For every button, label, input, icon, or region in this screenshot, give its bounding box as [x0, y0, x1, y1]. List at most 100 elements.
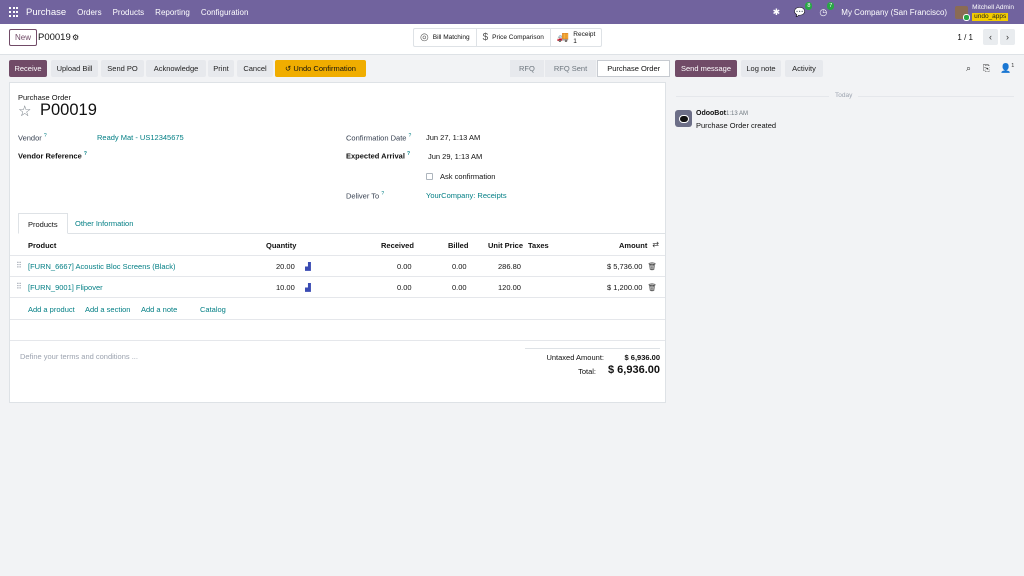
drag-handle-icon[interactable]: ⠿ — [16, 282, 22, 291]
price-comparison-label: Price Comparison — [492, 34, 544, 41]
ask-confirmation-label: Ask confirmation — [440, 172, 496, 181]
confirmation-date-label: Confirmation Date ? — [346, 133, 412, 143]
menu-configuration[interactable]: Configuration — [200, 7, 249, 17]
stage-rfq-sent[interactable]: RFQ Sent — [544, 60, 597, 77]
cancel-button[interactable]: Cancel — [237, 60, 273, 77]
ask-confirmation-checkbox[interactable] — [426, 173, 433, 180]
add-line-row: Add a product Add a section Add a note C… — [10, 298, 665, 320]
bill-matching-button[interactable]: ◎ Bill Matching — [414, 29, 477, 46]
control-panel: New P00019 ⚙ ◎ Bill Matching $ Price Com… — [0, 24, 1024, 55]
user-avatar[interactable] — [955, 5, 971, 21]
price-comparison-button[interactable]: $ Price Comparison — [477, 29, 551, 46]
table-row[interactable]: ⠿ [FURN_6667] Acoustic Bloc Screens (Bla… — [10, 256, 665, 277]
row-unit-price[interactable]: 286.80 — [498, 262, 521, 271]
totals-block: Untaxed Amount: $ 6,936.00 Total: $ 6,93… — [525, 348, 660, 376]
user-menu[interactable]: Mitchell Admin undo_apps — [972, 4, 1014, 21]
add-section-link[interactable]: Add a section — [85, 305, 131, 314]
menu-orders[interactable]: Orders — [77, 7, 102, 17]
acknowledge-button[interactable]: Acknowledge — [146, 60, 206, 77]
activity-button[interactable]: Activity — [785, 60, 823, 77]
add-note-link[interactable]: Add a note — [141, 305, 178, 314]
trash-icon[interactable]: 🗑 — [647, 283, 657, 292]
expected-arrival-field[interactable]: Jun 29, 1:13 AM — [428, 152, 483, 161]
col-taxes[interactable]: Taxes — [528, 241, 549, 250]
message-author[interactable]: OdooBot — [696, 110, 726, 117]
send-po-button[interactable]: Send PO — [101, 60, 144, 77]
receipt-button[interactable]: 🚚 Receipt 1 — [551, 29, 602, 46]
row-product[interactable]: [FURN_9001] Flipover — [28, 283, 103, 292]
undo-confirmation-button[interactable]: ↺ Undo Confirmation — [275, 60, 366, 77]
row-billed: 0.00 — [452, 283, 467, 292]
odoobot-avatar[interactable] — [675, 110, 692, 127]
receipt-count: 1 — [573, 37, 577, 45]
followers-count: 1 — [1011, 63, 1015, 69]
print-button[interactable]: Print — [208, 60, 234, 77]
col-billed[interactable]: Billed — [448, 241, 469, 250]
col-amount[interactable]: Amount — [619, 241, 648, 250]
row-unit-price[interactable]: 120.00 — [498, 283, 521, 292]
table-row[interactable]: ⠿ [FURN_9001] Flipover 10.00 ▟ 0.00 0.00… — [10, 277, 665, 298]
total-label: Total: — [578, 367, 596, 376]
help-icon: ? — [381, 191, 385, 197]
user-name: Mitchell Admin — [972, 3, 1014, 11]
app-brand[interactable]: Purchase — [26, 6, 67, 18]
optional-columns-icon[interactable]: ⇄ — [652, 240, 659, 249]
col-product[interactable]: Product — [28, 241, 57, 250]
row-product[interactable]: [FURN_6667] Acoustic Bloc Screens (Black… — [28, 262, 176, 271]
forecast-chart-icon[interactable]: ▟ — [305, 283, 311, 292]
help-icon: ? — [43, 133, 47, 139]
bug-icon[interactable]: ✱ — [772, 6, 781, 17]
vendor-field[interactable]: Ready Mat - US12345675 — [97, 133, 184, 142]
upload-bill-button[interactable]: Upload Bill — [51, 60, 98, 77]
breadcrumb-record: P00019 — [38, 32, 71, 43]
stage-rfq[interactable]: RFQ — [510, 60, 544, 77]
new-button[interactable]: New — [9, 29, 38, 46]
pager-value[interactable]: 1 / 1 — [957, 32, 973, 42]
date-separator: Today — [829, 92, 859, 99]
catalog-link[interactable]: Catalog — [200, 305, 226, 314]
log-note-button[interactable]: Log note — [741, 60, 781, 77]
help-icon: ? — [408, 133, 412, 139]
help-icon: ? — [407, 151, 411, 157]
menu-reporting[interactable]: Reporting — [155, 7, 190, 17]
message-time: 1:13 AM — [726, 111, 749, 117]
search-icon[interactable]: ⌕ — [966, 63, 972, 73]
form-sheet: Purchase Order ☆ P00019 Vendor ? Ready M… — [9, 82, 666, 403]
add-product-link[interactable]: Add a product — [28, 305, 75, 314]
deliver-to-field[interactable]: YourCompany: Receipts — [426, 191, 507, 200]
forecast-chart-icon[interactable]: ▟ — [305, 262, 311, 271]
col-unit-price[interactable]: Unit Price — [488, 241, 524, 250]
smart-buttons: ◎ Bill Matching $ Price Comparison 🚚 Rec… — [413, 28, 603, 47]
chevron-left-icon[interactable]: ‹ — [983, 29, 998, 45]
tab-other-information[interactable]: Other Information — [75, 219, 134, 228]
apps-menu-icon[interactable] — [9, 7, 19, 17]
row-quantity[interactable]: 20.00 — [276, 262, 295, 271]
top-navbar: Purchase Orders Products Reporting Confi… — [0, 0, 1024, 24]
company-switcher[interactable]: My Company (San Francisco) — [841, 7, 948, 17]
messaging-icon[interactable]: 💬 8 — [794, 1, 813, 17]
terms-conditions-field[interactable]: Define your terms and conditions ... — [20, 352, 138, 361]
followers-icon[interactable]: 👤1 — [1000, 63, 1015, 73]
gear-icon[interactable]: ⚙ — [72, 33, 80, 42]
paperclip-icon[interactable]: ⎘ — [983, 63, 991, 73]
messages-badge: 8 — [805, 1, 813, 10]
confirmation-date-field[interactable]: Jun 27, 1:13 AM — [426, 133, 481, 142]
receive-button[interactable]: Receive — [9, 60, 47, 77]
tab-products[interactable]: Products — [18, 213, 68, 234]
activity-clock-icon[interactable]: ◷ 7 — [819, 1, 835, 17]
chevron-right-icon[interactable]: › — [1000, 29, 1015, 45]
receipt-label: Receipt — [573, 30, 596, 38]
empty-row — [10, 320, 665, 341]
row-quantity[interactable]: 10.00 — [276, 283, 295, 292]
star-icon[interactable]: ☆ — [18, 103, 32, 120]
row-billed: 0.00 — [452, 262, 467, 271]
menu-products[interactable]: Products — [112, 7, 145, 17]
deliver-to-label: Deliver To ? — [346, 191, 385, 201]
send-message-button[interactable]: Send message — [675, 60, 737, 77]
col-received[interactable]: Received — [381, 241, 414, 250]
drag-handle-icon[interactable]: ⠿ — [16, 261, 22, 270]
status-stages: RFQ RFQ Sent Purchase Order — [510, 60, 671, 77]
col-quantity[interactable]: Quantity — [266, 241, 297, 250]
stage-purchase-order[interactable]: Purchase Order — [597, 60, 671, 77]
trash-icon[interactable]: 🗑 — [647, 262, 657, 271]
